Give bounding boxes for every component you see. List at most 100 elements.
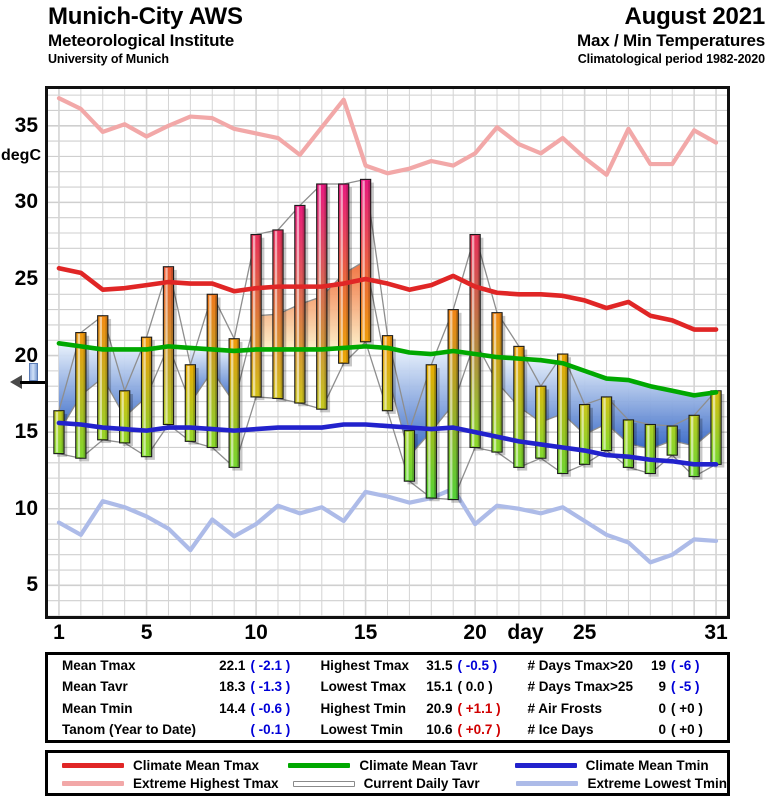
bar-highlight <box>691 416 694 476</box>
x-tick-label: 15 <box>353 621 378 644</box>
university-name: University of Munich <box>48 52 169 66</box>
bar-highlight <box>274 231 278 398</box>
station-title: Munich-City AWS <box>48 3 243 30</box>
bar-body <box>666 425 678 456</box>
climate-lines-back <box>56 96 719 565</box>
legend-row-top: Climate Mean Tmax Climate Mean Tavr Climat… <box>48 755 727 776</box>
y-tick-label: 20 <box>14 343 38 367</box>
legend-row-bottom: Extreme Highest Tmax Current Daily Tavr Ex… <box>48 773 727 794</box>
stat-deviation: ( +0.7 ) <box>457 721 501 737</box>
bar-highlight <box>99 316 102 439</box>
legend-color-swatch <box>514 763 577 768</box>
y-tick-label: 25 <box>14 266 38 290</box>
bar-shade <box>565 355 568 473</box>
climatological-period: Climatological period 1982-2020 <box>577 52 765 66</box>
y-tick-label: 30 <box>14 190 38 214</box>
line-climate-mean-tmin <box>56 420 719 467</box>
bar-highlight <box>252 235 256 396</box>
bar-body <box>97 315 109 441</box>
line-extreme-lowest-tmin <box>56 486 719 565</box>
statistics-table: Mean Tmax 22.1( -2.1 ) Highest Tmax 31.5( -… <box>48 655 727 740</box>
daily-temperature-bars <box>53 178 725 503</box>
bar-highlight <box>537 387 541 458</box>
bar-highlight <box>472 235 475 447</box>
bar-body <box>206 293 218 449</box>
bar-highlight <box>406 431 409 480</box>
x-tick-label: 25 <box>572 621 597 644</box>
stat-value: 15.1 <box>426 679 453 695</box>
bar-body <box>557 353 569 475</box>
bar-highlight <box>318 185 321 408</box>
bar-shade <box>236 339 239 467</box>
bar-body <box>140 336 153 458</box>
bar-shade <box>324 185 327 408</box>
stat-label: Mean Tmin <box>62 700 133 716</box>
stat-label: Lowest Tmax <box>320 679 406 695</box>
legend-label: Extreme Highest Tmax <box>133 776 279 791</box>
x-tick-label: 20 <box>463 621 487 644</box>
statistics-panel: Mean Tmax 22.1( -2.1 ) Highest Tmax 31.5( -… <box>45 652 730 743</box>
bar-highlight <box>647 425 650 473</box>
temperature-bar <box>491 312 506 456</box>
header-left-block: Munich-City AWS Meteorological Institute… <box>48 4 243 68</box>
line-extreme-highest-tmax <box>56 96 719 177</box>
bar-highlight <box>231 339 234 467</box>
stat-label: Tanom (Year to Date) <box>62 721 197 737</box>
statistics-row: Tanom (Year to Date) ( -0.1 ) Lowest Tmin 1… <box>48 719 727 740</box>
bar-body <box>469 233 481 449</box>
x-tick-label: 31 <box>704 621 728 644</box>
bar-shade <box>83 333 86 458</box>
temperature-bar <box>403 430 418 485</box>
x-tick-label: 5 <box>140 621 153 644</box>
legend-panel: Climate Mean Tmax Climate Mean Tavr Climat… <box>45 750 730 796</box>
temperature-bar <box>600 396 615 454</box>
arrow-shaft <box>20 380 46 384</box>
bar-shade <box>631 421 634 467</box>
bar-body <box>75 332 87 459</box>
stat-deviation: ( -1.3 ) <box>250 679 291 695</box>
bar-body <box>338 183 350 364</box>
anomaly-bar-icon <box>29 362 38 381</box>
temperature-bar <box>53 410 68 457</box>
stat-deviation: ( -6 ) <box>671 658 700 674</box>
temperature-bar <box>425 364 440 502</box>
bar-highlight <box>143 338 146 456</box>
bar-shade <box>609 398 612 450</box>
stat-value: 18.3 <box>219 679 246 695</box>
stat-value: 9 <box>658 679 666 695</box>
bar-body <box>600 396 613 452</box>
bar-shade <box>127 391 130 442</box>
bar-highlight <box>187 365 190 441</box>
line-climate-mean-tavr <box>56 341 719 398</box>
bar-highlight <box>669 427 672 454</box>
legend-color-swatch <box>62 781 124 786</box>
bar-highlight <box>296 206 300 402</box>
temperature-bar <box>75 332 90 462</box>
temperature-bar <box>535 385 550 462</box>
bar-body <box>53 410 65 455</box>
band-cool <box>190 347 235 404</box>
y-axis-unit-label: degC <box>1 147 41 165</box>
temperature-bar <box>119 390 133 447</box>
stat-value: 14.4 <box>219 700 246 716</box>
bar-highlight <box>209 295 212 447</box>
stat-deviation: ( +0 ) <box>671 721 703 737</box>
stat-label: # Days Tmax>25 <box>527 679 633 695</box>
stat-deviation: ( -0.5 ) <box>457 658 498 674</box>
legend-label: Climate Mean Tmin <box>585 758 709 773</box>
stat-deviation: ( -2.1 ) <box>250 658 291 674</box>
stat-deviation: ( +1.1 ) <box>457 700 501 716</box>
climate-mean-lines <box>56 265 719 467</box>
band-cool <box>387 347 454 456</box>
bar-body <box>403 430 416 482</box>
stat-value: 10.6 <box>426 721 453 737</box>
bar-highlight <box>712 391 716 464</box>
legend-item: Climate Mean Tmin <box>501 755 727 776</box>
plot-area <box>45 86 730 619</box>
stat-label: # Days Tmax>20 <box>527 658 633 674</box>
bar-shade <box>499 313 502 451</box>
temperature-bar <box>469 233 484 451</box>
legend-color-swatch <box>288 763 351 768</box>
stat-label: Highest Tmin <box>320 700 406 716</box>
bar-shade <box>718 391 721 464</box>
